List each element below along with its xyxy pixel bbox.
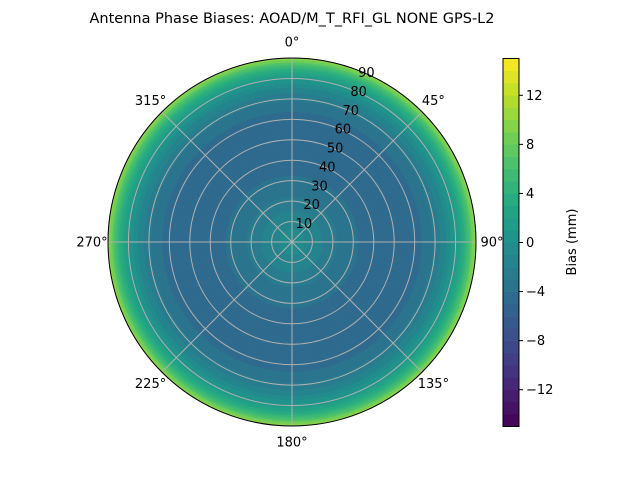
colorbar-level <box>503 230 519 243</box>
colorbar-level <box>503 328 519 341</box>
colorbar-level <box>503 132 519 145</box>
angular-gridline <box>161 111 293 243</box>
angular-tick-label: 180° <box>276 436 307 451</box>
colorbar: −12 −8 −4 0 4 8 12 <box>502 58 553 427</box>
colorbar-level <box>503 119 519 133</box>
colorbar-level <box>503 193 519 206</box>
colorbar-level <box>503 401 519 415</box>
colorbar-level <box>503 144 519 157</box>
polar-grid <box>107 57 477 427</box>
colorbar-tick-label: 12 <box>526 89 543 104</box>
colorbar-level <box>503 316 519 329</box>
colorbar-tick-label: −4 <box>526 285 545 300</box>
colorbar-level <box>503 168 519 182</box>
angular-tick-label: 45° <box>422 94 445 109</box>
colorbar-level <box>503 389 519 403</box>
angular-gridline <box>291 111 423 243</box>
radial-tick-label: 50 <box>327 142 344 157</box>
radial-tick-label: 70 <box>342 104 359 119</box>
colorbar-tick-label: 0 <box>526 236 534 251</box>
radial-tick-label: 20 <box>303 198 320 213</box>
colorbar-level <box>503 414 519 427</box>
colorbar-level <box>503 352 519 366</box>
radial-tick-label: 40 <box>319 160 336 175</box>
colorbar-tick-label: −8 <box>526 334 545 349</box>
colorbar-level <box>503 254 519 268</box>
colorbar-level <box>503 70 519 84</box>
colorbar-level <box>503 291 519 305</box>
colorbar-level <box>503 267 519 280</box>
colorbar-tick-label: 8 <box>526 138 534 153</box>
radial-tick-label: 80 <box>350 85 367 100</box>
colorbar-level <box>503 181 519 194</box>
angular-gridline <box>161 241 293 373</box>
colorbar-level <box>503 217 519 231</box>
angular-tick-label: 90° <box>480 236 503 251</box>
colorbar-level <box>503 58 519 72</box>
radial-tick-label: 60 <box>335 123 352 138</box>
angular-tick-label: 225° <box>135 377 166 392</box>
colorbar-level <box>503 95 519 108</box>
colorbar-level <box>503 303 519 317</box>
colorbar-label: Bias (mm) <box>565 209 580 276</box>
colorbar-level <box>503 205 519 219</box>
colorbar-level <box>503 242 519 256</box>
angular-tick-label: 135° <box>418 377 449 392</box>
colorbar-level <box>503 83 519 96</box>
polar-frame <box>107 57 477 427</box>
angular-ticks: 0° 45° 90° 135° 180° 225° 270° 315° <box>76 36 503 451</box>
colorbar-tick-label: 4 <box>526 187 534 202</box>
angular-tick-label: 0° <box>285 36 300 51</box>
colorbar-level <box>503 156 519 170</box>
radial-tick-label: 10 <box>296 217 313 232</box>
colorbar-level <box>503 377 519 390</box>
colorbar-level <box>503 279 519 292</box>
angular-tick-label: 270° <box>76 236 107 251</box>
colorbar-level <box>503 365 519 378</box>
colorbar-tick-label: −12 <box>526 383 553 398</box>
radial-tick-label: 90 <box>358 66 375 81</box>
radial-ticks: 10 20 30 40 50 60 70 80 90 <box>296 66 375 232</box>
chart-title: Antenna Phase Biases: AOAD/M_T_RFI_GL NO… <box>89 11 494 27</box>
angular-tick-label: 315° <box>135 94 166 109</box>
angular-gridline <box>291 241 423 373</box>
radial-tick-label: 30 <box>311 179 328 194</box>
colorbar-level <box>503 340 519 354</box>
colorbar-level <box>503 107 519 121</box>
